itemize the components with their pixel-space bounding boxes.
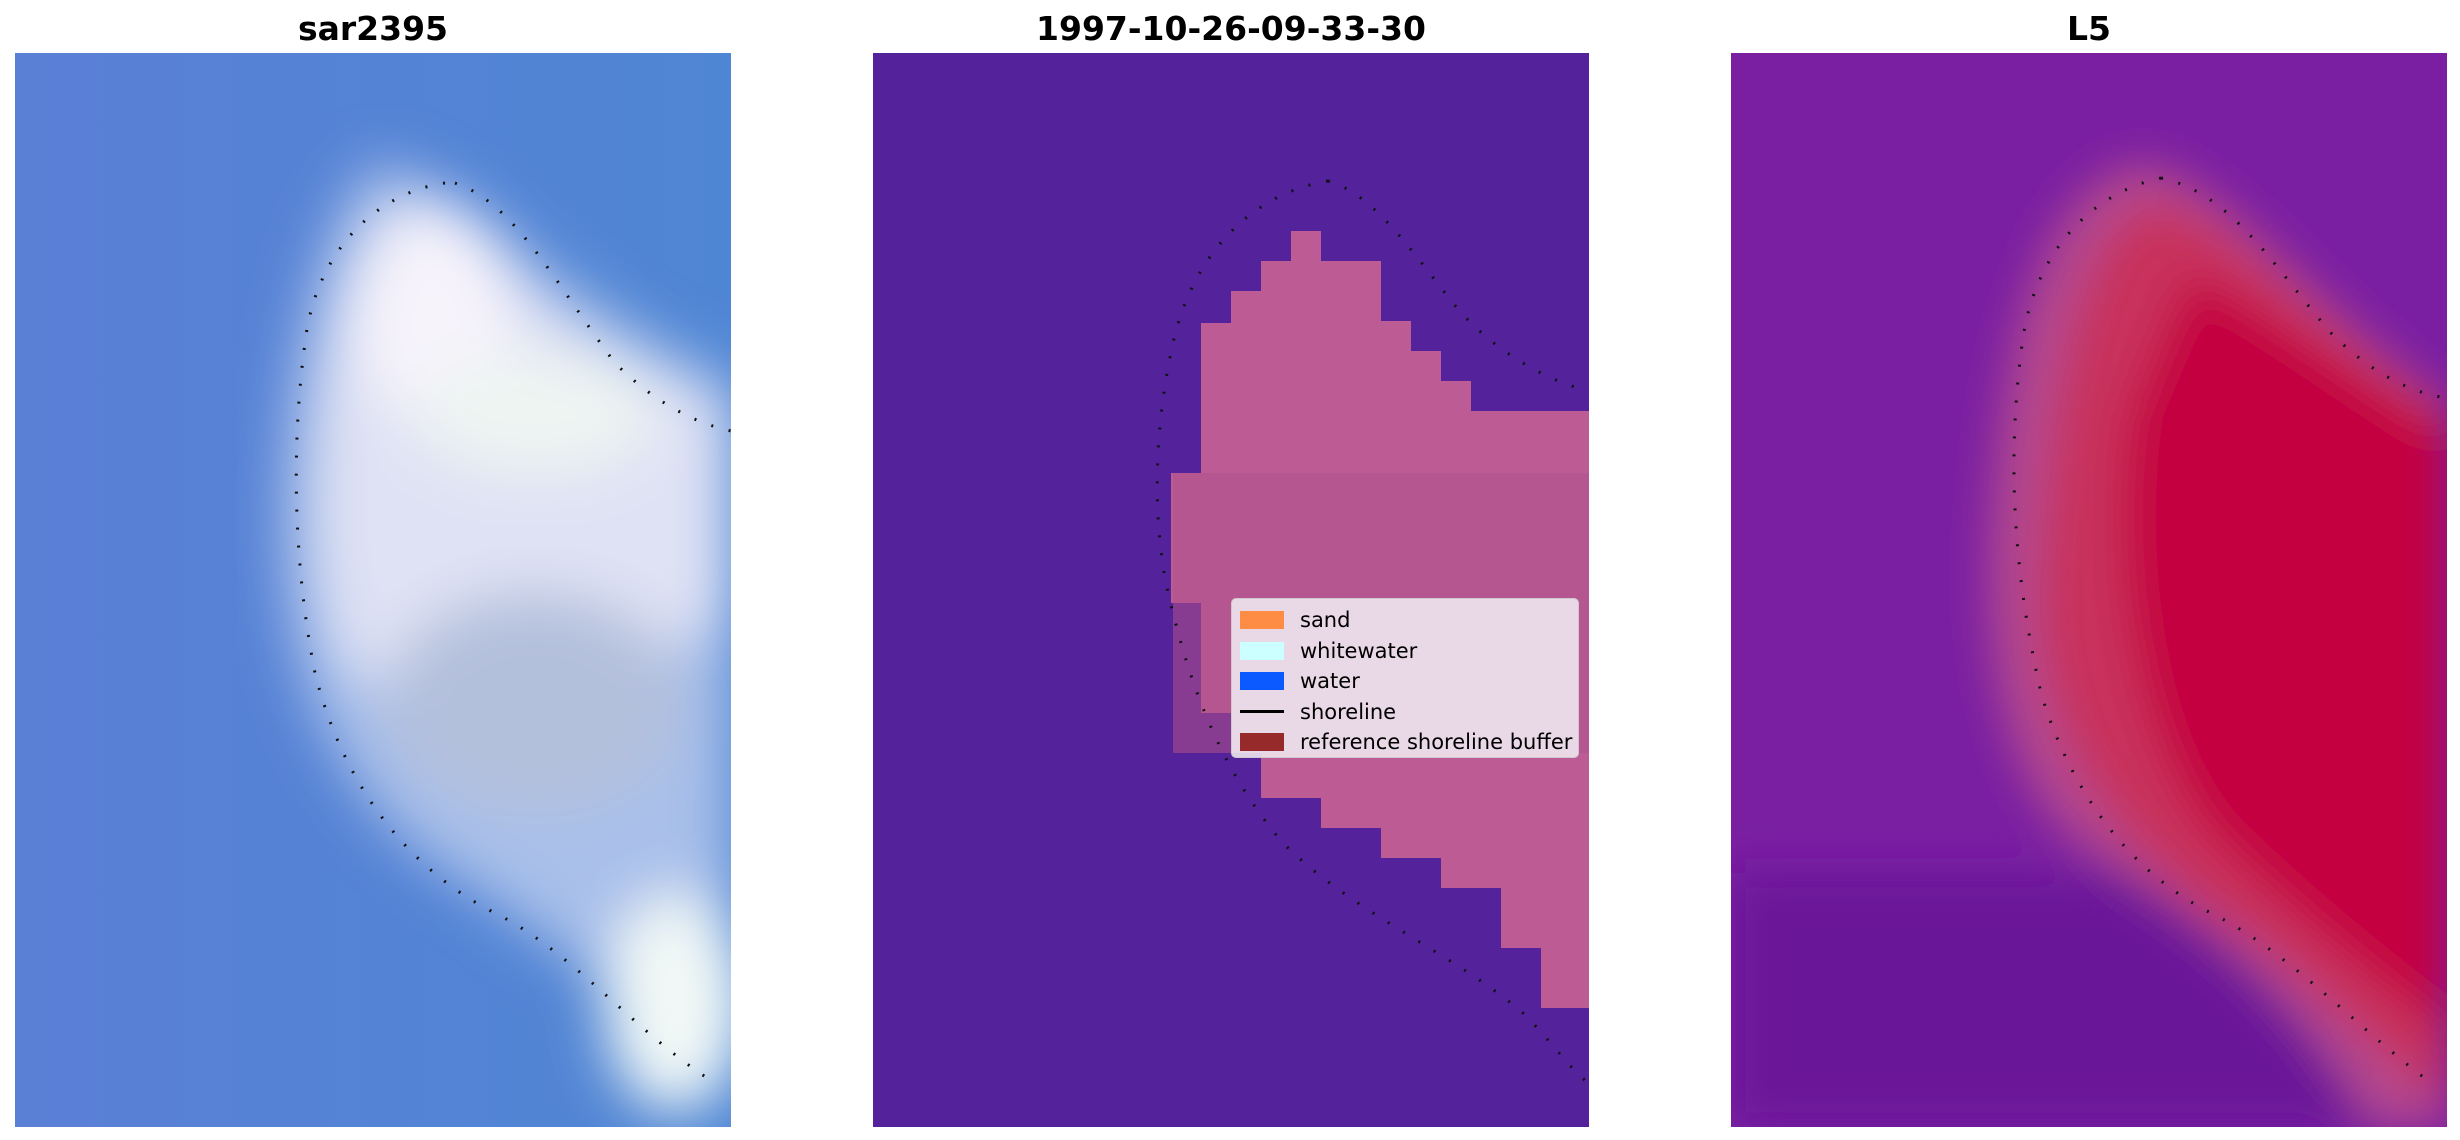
classified-image-panel xyxy=(873,53,1589,1127)
rgb-image xyxy=(15,53,731,1127)
shoreline-line-swatch xyxy=(1240,710,1284,714)
rgb-image-panel xyxy=(15,53,731,1127)
legend-entry-sand: sand xyxy=(1240,605,1570,636)
index-image xyxy=(1731,53,2447,1127)
legend-label: water xyxy=(1300,669,1360,694)
legend-label: reference shoreline buffer xyxy=(1300,730,1573,755)
legend-label: whitewater xyxy=(1300,638,1418,663)
shoreline xyxy=(2012,176,2447,1085)
water-swatch xyxy=(1240,672,1284,691)
legend-label: shoreline xyxy=(1300,699,1397,724)
panel-title-classified: 1997-10-26-09-33-30 xyxy=(1036,9,1426,48)
sand-swatch xyxy=(1240,611,1284,630)
shoreline xyxy=(1155,179,1589,1085)
legend: sand whitewater water shoreline referenc… xyxy=(1231,598,1579,758)
panel-title-rgb: sar2395 xyxy=(297,9,449,48)
panel-title-index: L5 xyxy=(2067,9,2111,48)
legend-entry-whitewater: whitewater xyxy=(1240,636,1570,667)
classified-image xyxy=(873,53,1589,1127)
legend-entry-reference-buffer: reference shoreline buffer xyxy=(1240,727,1573,758)
legend-label: sand xyxy=(1300,608,1351,633)
legend-entry-shoreline: shoreline xyxy=(1240,697,1570,728)
reference-buffer-swatch xyxy=(1240,733,1284,752)
index-image-panel xyxy=(1731,53,2447,1127)
whitewater-swatch xyxy=(1240,641,1284,660)
legend-entry-water: water xyxy=(1240,666,1570,697)
